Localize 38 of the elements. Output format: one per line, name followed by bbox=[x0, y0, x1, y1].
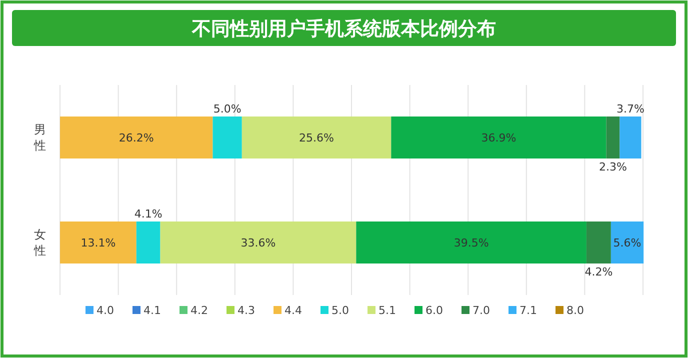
bar bbox=[242, 116, 392, 158]
legend-label: 7.0 bbox=[472, 304, 490, 317]
bar bbox=[356, 222, 586, 264]
data-label: 39.5% bbox=[454, 236, 489, 250]
bar bbox=[391, 116, 606, 158]
bar bbox=[610, 222, 644, 264]
data-label: 4.1% bbox=[134, 208, 162, 220]
y-tick-label: 男性 bbox=[33, 122, 46, 152]
data-label: 5.0% bbox=[213, 102, 242, 116]
bar bbox=[606, 116, 620, 158]
legend-label: 4.4 bbox=[284, 304, 302, 317]
data-label: 36.9% bbox=[481, 132, 516, 144]
chart-title: 不同性别用户手机系统版本比例分布 bbox=[191, 18, 496, 40]
data-label: 33.6% bbox=[240, 236, 276, 250]
bar bbox=[620, 116, 642, 158]
data-label: 4.2% bbox=[584, 266, 613, 278]
legend-label: 8.0 bbox=[566, 304, 584, 317]
bar bbox=[60, 222, 136, 264]
legend-label: 4.2 bbox=[190, 304, 208, 317]
legend-label: 5.1 bbox=[378, 304, 396, 317]
bar bbox=[212, 116, 242, 158]
legend-label: 4.0 bbox=[96, 304, 114, 317]
legend-label: 6.0 bbox=[426, 304, 443, 317]
bar bbox=[136, 222, 160, 264]
data-label: 5.6% bbox=[613, 236, 642, 250]
legend-label: 4.3 bbox=[238, 304, 255, 317]
data-label: 2.3% bbox=[599, 160, 627, 174]
bar bbox=[160, 222, 356, 264]
data-label: 26.2% bbox=[118, 132, 154, 144]
bar bbox=[60, 116, 213, 158]
bar bbox=[586, 222, 611, 264]
legend-label: 4.1 bbox=[144, 304, 161, 317]
data-label: 25.6% bbox=[299, 132, 334, 144]
data-label: 3.7% bbox=[616, 102, 644, 116]
data-label: 13.1% bbox=[80, 236, 116, 250]
legend-label: 5.0 bbox=[332, 304, 349, 317]
legend-label: 7.1 bbox=[520, 304, 537, 317]
y-tick-label: 女性 bbox=[33, 228, 46, 258]
